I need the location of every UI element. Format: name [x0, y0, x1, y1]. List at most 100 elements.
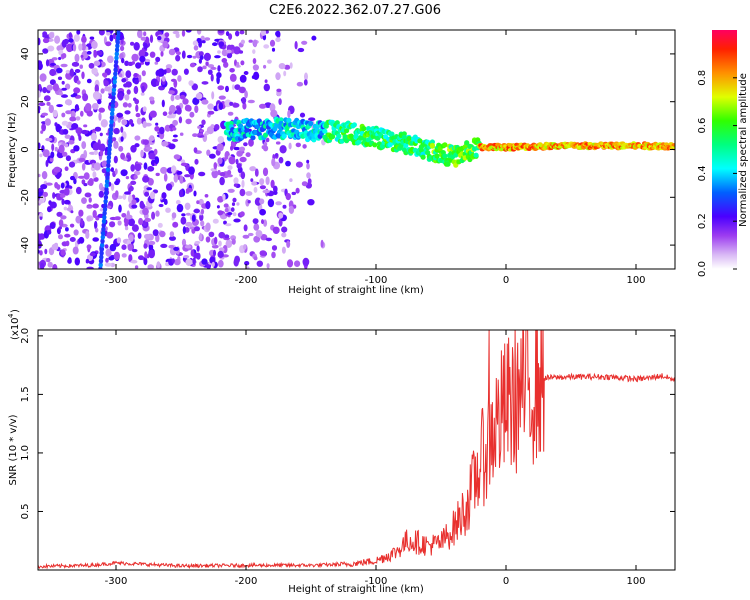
- spectrogram-noise-cell: [40, 184, 48, 190]
- spectrogram-noise-cell: [148, 243, 154, 251]
- spectrogram-noise-cell: [76, 80, 81, 85]
- spectrogram-noise-cell: [149, 34, 154, 43]
- snr-x-tick-label: -100: [365, 576, 388, 587]
- spectrogram-noise-cell: [65, 69, 71, 74]
- spectrogram-streak-cell: [111, 87, 117, 93]
- spectrogram-noise-cell: [243, 142, 248, 147]
- spectrogram-ridge-cell: [425, 150, 431, 156]
- spectrogram-noise-cell: [61, 53, 67, 59]
- spectrogram-noise-cell: [121, 119, 128, 126]
- spectrogram-noise-cell: [124, 191, 131, 195]
- spectrogram-noise-cell: [170, 94, 175, 102]
- spectrogram-streak-cell: [106, 154, 112, 161]
- spectrogram-noise-cell: [252, 49, 256, 54]
- spectrogram-x-label: Height of straight line (km): [288, 285, 424, 296]
- spectrogram-noise-cell: [73, 178, 77, 185]
- spectrogram-noise-cell: [245, 191, 253, 196]
- spectrogram-noise-cell: [233, 177, 239, 185]
- spectrogram-noise-cell: [294, 260, 301, 268]
- spectrogram-noise-cell: [206, 149, 211, 156]
- spectrogram-noise-cell: [105, 41, 112, 47]
- spectrogram-noise-cell: [231, 84, 235, 90]
- spectrogram-noise-cell: [205, 201, 211, 210]
- spectrogram-noise-cell: [263, 83, 270, 92]
- spectrogram-noise-cell: [158, 203, 164, 208]
- spectrogram-noise-cell: [127, 194, 133, 204]
- spectrogram-noise-cell: [73, 229, 79, 236]
- spectrogram-noise-cell: [239, 211, 245, 217]
- spectrogram-noise-cell: [80, 110, 84, 117]
- spectrogram-noise-cell: [177, 75, 182, 82]
- spectrogram-noise-cell: [64, 99, 73, 106]
- spectrogram-noise-cell: [234, 59, 237, 67]
- spectrogram-noise-cell: [270, 179, 275, 189]
- spectrogram-noise-cell: [194, 158, 199, 165]
- spectrogram-noise-cell: [163, 69, 167, 75]
- spectrogram-noise-cell: [98, 190, 105, 198]
- spectrogram-noise-cell: [105, 257, 109, 263]
- spectrogram-noise-cell: [105, 248, 112, 257]
- spectrogram-streak-cell: [116, 31, 121, 37]
- spectrogram-noise-cell: [243, 244, 247, 250]
- spectrogram-noise-cell: [180, 162, 188, 167]
- spectrogram-noise-cell: [90, 132, 97, 141]
- spectrogram-noise-cell: [139, 55, 146, 63]
- spectrogram-noise-cell: [149, 96, 155, 101]
- spectrogram-streak-cell: [115, 43, 120, 49]
- spectrogram-noise-cell: [104, 226, 108, 231]
- spectrogram-noise-cell: [124, 94, 130, 101]
- spectrogram-noise-cell: [47, 261, 53, 268]
- spectrogram-noise-cell: [67, 258, 72, 264]
- spectrogram-noise-cell: [82, 93, 89, 102]
- spectrogram-noise-cell: [63, 206, 68, 211]
- spectrogram-noise-cell: [149, 191, 156, 200]
- spectrogram-ridge-cell: [663, 142, 670, 146]
- spectrogram-noise-cell: [172, 221, 179, 228]
- spectrogram-noise-cell: [171, 68, 178, 76]
- snr-y-ticks: 0.5 1.0 1.5 2.0: [20, 328, 675, 519]
- spectrogram-noise-cell: [276, 88, 282, 93]
- spectrogram-noise-cell: [70, 94, 77, 98]
- spectrogram-noise-cell: [94, 84, 100, 93]
- spectrogram-noise-cell: [163, 199, 168, 205]
- spectrogram-streak-cell: [100, 242, 105, 248]
- spectrogram-noise-cell: [232, 102, 240, 108]
- spectrogram-cells: [38, 30, 675, 269]
- spectrogram-noise-cell: [41, 171, 48, 180]
- spectrogram-streak-cell: [114, 59, 119, 65]
- spectrogram-noise-cell: [39, 73, 47, 82]
- spectrogram-ridge-cell: [356, 139, 362, 145]
- spectrogram-noise-cell: [199, 213, 204, 222]
- spectrogram-noise-cell: [224, 234, 230, 239]
- spectrogram-noise-cell: [252, 218, 259, 225]
- spectrogram-noise-cell: [63, 38, 69, 45]
- spectrogram-noise-cell: [147, 166, 155, 172]
- spectrogram-noise-cell: [128, 254, 133, 263]
- spectrogram-noise-cell: [222, 245, 228, 254]
- spectrogram-noise-cell: [64, 134, 71, 139]
- spectrogram-noise-cell: [188, 80, 194, 86]
- spectrogram-noise-cell: [83, 183, 88, 187]
- spectrogram-noise-cell: [133, 73, 138, 77]
- spectrogram-noise-cell: [45, 137, 53, 142]
- spectrogram-noise-cell: [270, 109, 278, 118]
- spectrogram-noise-cell: [143, 233, 151, 240]
- spectrogram-noise-cell: [61, 198, 65, 205]
- spectrogram-noise-cell: [275, 37, 281, 43]
- spectrogram-noise-cell: [55, 125, 63, 130]
- spectrogram-streak-cell: [115, 39, 120, 45]
- spectrogram-noise-cell: [198, 38, 202, 46]
- spectrogram-noise-cell: [127, 218, 135, 227]
- spectrogram-noise-cell: [38, 142, 41, 150]
- spectrogram-noise-cell: [155, 172, 160, 177]
- spectrogram-noise-cell: [131, 199, 137, 205]
- spectrogram-noise-cell: [241, 97, 247, 104]
- spectrogram-noise-cell: [286, 259, 294, 268]
- spectrogram-noise-cell: [110, 167, 114, 173]
- spectrogram-noise-cell: [247, 99, 255, 104]
- spectrogram-noise-cell: [124, 226, 129, 231]
- spectrogram-noise-cell: [239, 74, 247, 83]
- spectrogram-noise-cell: [112, 137, 117, 142]
- spectrogram-noise-cell: [225, 239, 233, 248]
- spectrogram-ridge-cell: [334, 120, 340, 126]
